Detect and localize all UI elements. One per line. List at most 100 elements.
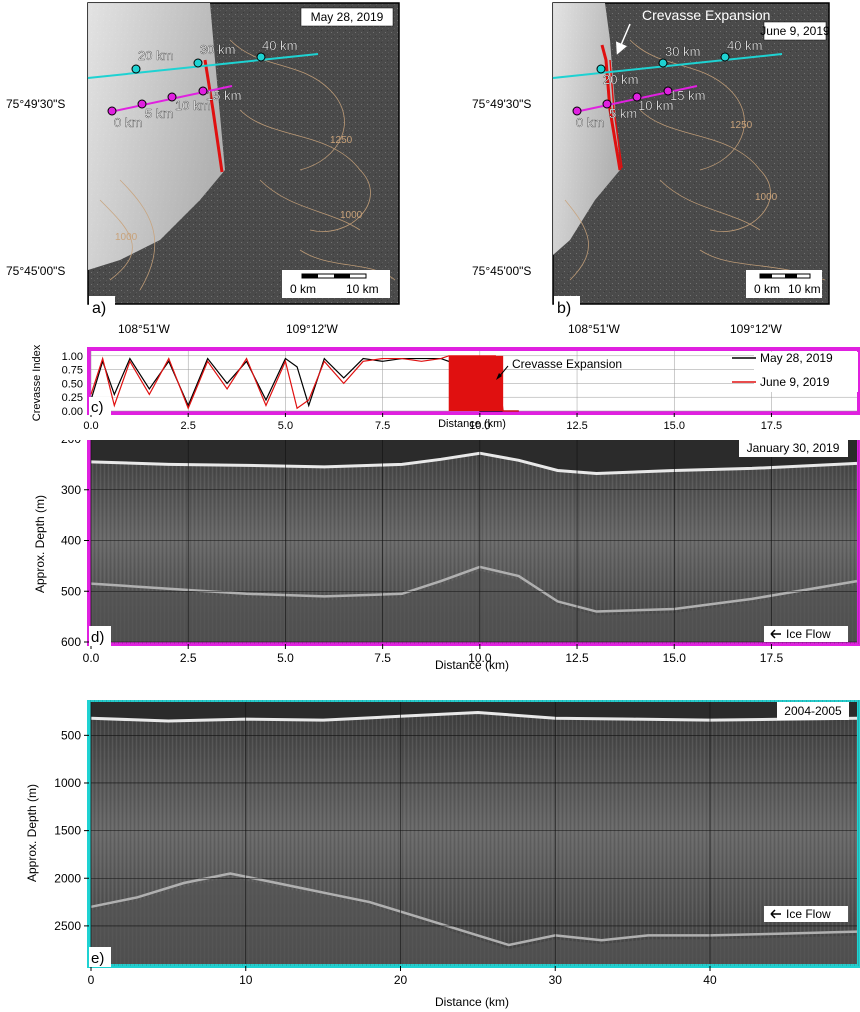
cyan-transect xyxy=(87,53,319,79)
x-axis-label: Distance (km) xyxy=(438,418,506,430)
ice-flow-label: Ice Flow xyxy=(786,627,831,641)
y-axis-label: Crevasse Index xyxy=(31,344,43,421)
crevasse-expansion-fill xyxy=(448,355,504,411)
y-tick-label: 300 xyxy=(61,483,81,497)
x-tick-label: 7.5 xyxy=(374,651,391,665)
panel-b-map: 1250 1000 20 km 30 km 40 km 0 km 5 km 10… xyxy=(472,2,830,317)
y-tick-label: 2500 xyxy=(54,919,81,933)
y-tick-label: 1000 xyxy=(54,776,81,790)
ice-shelf-bright xyxy=(88,3,225,270)
y-tick-label: 0.50 xyxy=(62,378,83,390)
km-marker: 0 km xyxy=(114,115,142,130)
y-tick-label: 500 xyxy=(61,584,81,598)
km-marker: 5 km xyxy=(609,106,637,121)
y-tick-label: 500 xyxy=(61,728,81,742)
panel-a-map: 1250 1000 1000 20 km 30 km 40 km 0 km 5 … xyxy=(6,2,400,317)
x-tick-label: 0.0 xyxy=(83,420,98,430)
bed-band xyxy=(91,570,857,642)
x-tick-label: 15.0 xyxy=(664,420,685,430)
series-line-0 xyxy=(90,357,519,412)
x-tick-label: 5.0 xyxy=(278,420,293,430)
km-marker: 20 km xyxy=(603,72,638,87)
lat-label: 75°45'00"S xyxy=(472,264,531,278)
contour-label: 1000 xyxy=(115,232,138,243)
x-tick-label: 0 xyxy=(88,973,95,987)
contour-label: 1000 xyxy=(755,192,778,203)
crevasse-annotation: Crevasse Expansion xyxy=(642,7,770,23)
panel-date: May 28, 2019 xyxy=(311,10,384,24)
km-marker: 15 km xyxy=(206,88,241,103)
ice-front-line xyxy=(203,59,224,173)
scalebar-label: 10 km xyxy=(788,282,821,296)
y-tick-label: 0.75 xyxy=(62,365,83,377)
x-tick-label: 12.5 xyxy=(565,651,589,665)
contour-label: 1250 xyxy=(730,120,753,131)
chart-annotation: Crevasse Expansion xyxy=(512,357,622,371)
km-marker: 0 km xyxy=(576,115,604,130)
radargram-2019: 0.0 2.5 5.0 7.5 10.0 12.5 15.0 17.5 200 300 400 500… xyxy=(33,440,860,672)
lat-label: 75°49'30"S xyxy=(6,97,65,111)
x-axis-label: Distance (km) xyxy=(435,995,509,1009)
x-tick-label: 7.5 xyxy=(375,420,390,430)
x-tick-label: 0.0 xyxy=(83,651,100,665)
km-marker: 10 km xyxy=(638,98,673,113)
km-marker: 15 km xyxy=(670,88,705,103)
lon-label: 109°12'W xyxy=(286,322,338,336)
km-marker: 10 km xyxy=(175,98,210,113)
x-tick-label: 10.0 xyxy=(469,420,490,430)
x-tick-label: 17.5 xyxy=(760,651,784,665)
y-tick-label: 600 xyxy=(61,635,81,649)
km-marker: 5 km xyxy=(145,106,173,121)
lon-label: 108°51'W xyxy=(118,322,170,336)
y-tick-label: 1.00 xyxy=(62,351,83,363)
x-tick-label: 2.5 xyxy=(180,651,197,665)
x-tick-label: 12.5 xyxy=(566,420,587,430)
series-line-1 xyxy=(90,355,519,412)
km-marker: 30 km xyxy=(665,44,700,59)
km-marker: 30 km xyxy=(200,42,235,57)
x-tick-label: 15.0 xyxy=(663,651,687,665)
legend-entry: May 28, 2019 xyxy=(760,351,833,365)
radargram-2004: 0 10 20 30 40 500 1000 1500 2000 2500 2004-2005 I… xyxy=(25,700,860,1009)
y-tick-label: 400 xyxy=(61,534,81,548)
panel-label: d) xyxy=(91,629,104,646)
lat-label: 75°49'30"S xyxy=(472,97,531,111)
contour-label: 1250 xyxy=(330,135,353,146)
y-axis-label: Approx. Depth (m) xyxy=(33,495,47,593)
x-tick-label: 10 xyxy=(239,973,253,987)
panel-label: c) xyxy=(91,399,104,416)
x-axis-label: Distance (km) xyxy=(435,658,509,672)
bed-band xyxy=(91,877,857,964)
y-axis-label: Approx. Depth (m) xyxy=(25,784,39,882)
arrow-left-icon xyxy=(770,629,781,639)
contour-label: 1000 xyxy=(340,210,363,221)
panel-date: January 30, 2019 xyxy=(747,441,840,455)
arrow-left-icon xyxy=(770,909,781,919)
surface-reflector xyxy=(90,710,858,723)
scalebar-label: 0 km xyxy=(290,282,316,296)
x-tick-label: 10.0 xyxy=(468,651,492,665)
legend: May 28, 2019 June 9, 2019 xyxy=(732,351,858,392)
scalebar-label: 0 km xyxy=(754,282,780,296)
legend-entry: June 9, 2019 xyxy=(760,375,830,389)
ice-flow-label: Ice Flow xyxy=(786,907,831,921)
y-tick-label: 1500 xyxy=(54,824,81,838)
y-tick-label: 2000 xyxy=(54,871,81,885)
km-marker: 20 km xyxy=(138,48,173,63)
panel-label: b) xyxy=(557,300,571,317)
km-marker: 40 km xyxy=(262,38,297,53)
y-tick-label: 0.25 xyxy=(62,392,83,404)
crevasse-index-chart: 0.0 2.5 5.0 7.5 10.0 12.5 15.0 17.5 0.00 0.25 0.50… xyxy=(31,344,860,430)
x-tick-label: 30 xyxy=(549,973,563,987)
x-tick-label: 20 xyxy=(394,973,408,987)
x-tick-label: 40 xyxy=(703,973,717,987)
lon-label: 109°12'W xyxy=(730,322,782,336)
panel-date: June 9, 2019 xyxy=(760,24,830,38)
lat-label: 75°45'00"S xyxy=(6,264,65,278)
scalebar-label: 10 km xyxy=(346,282,379,296)
x-tick-label: 2.5 xyxy=(181,420,196,430)
panel-label: e) xyxy=(91,950,104,967)
y-tick-label: 200 xyxy=(61,440,81,446)
panel-label: a) xyxy=(92,300,106,317)
panel-date: 2004-2005 xyxy=(784,704,842,718)
